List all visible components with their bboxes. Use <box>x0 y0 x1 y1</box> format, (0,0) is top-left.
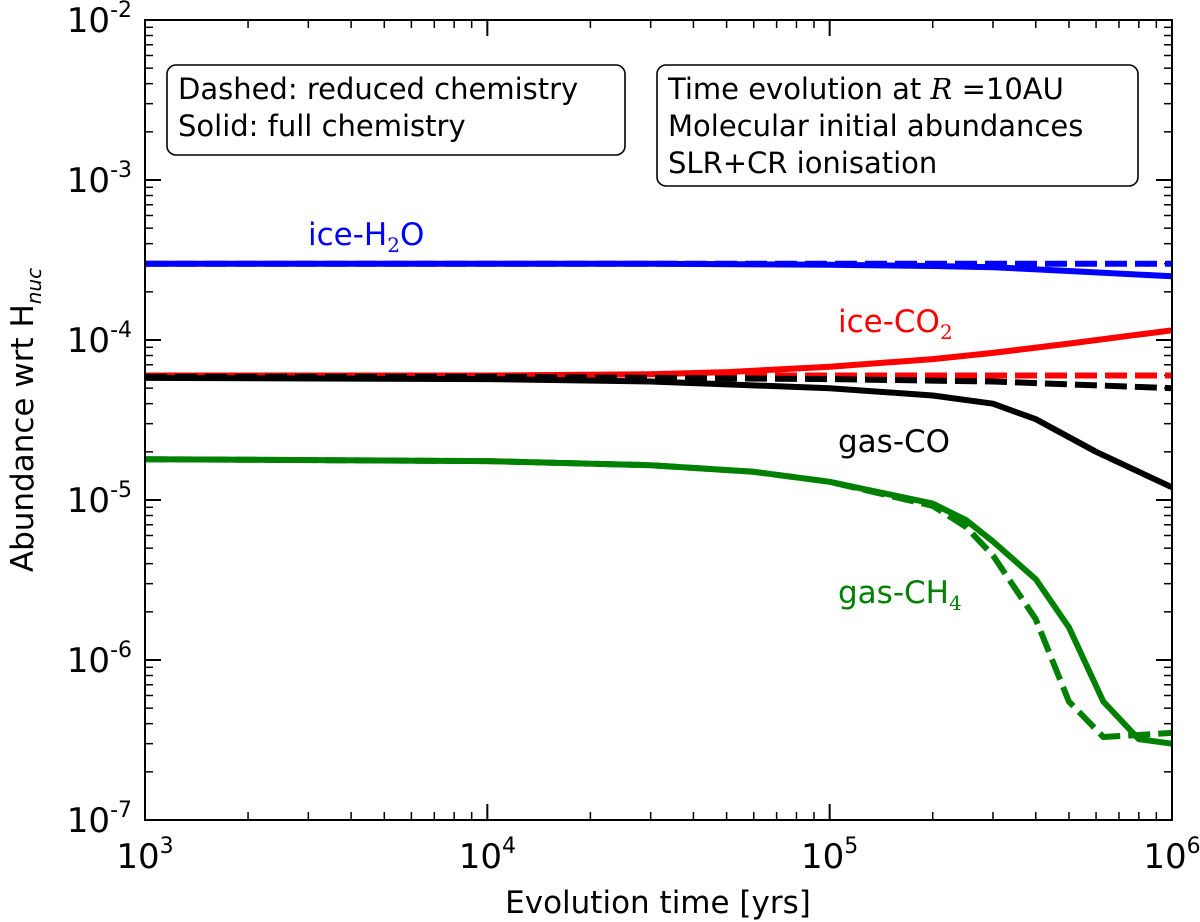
label-ice-co2-main: ice-CO <box>838 304 940 340</box>
x-tick-label: 103 <box>116 834 173 877</box>
series-line-gas-ch4-dashed <box>144 456 1173 740</box>
y-axis-label-main: Abundance wrt H <box>5 304 41 572</box>
label-gas-ch4: gas-CH4 <box>838 575 962 615</box>
label-ice-h2o-sub: 2 <box>387 233 400 257</box>
info-line-ionisation: SLR+CR ionisation <box>668 146 937 180</box>
info-line-initial: Molecular initial abundances <box>668 109 1083 143</box>
y-tick-label-base: 10 <box>67 321 110 361</box>
legend-line-solid: Solid: full chemistry <box>178 109 466 143</box>
x-tick-labels: 103 104 105 106 <box>116 834 1200 877</box>
info-line-radius-prefix: Time evolution at <box>667 72 931 106</box>
series-line-gas-ch4-solid <box>144 456 1173 747</box>
y-tick-label-base: 10 <box>67 481 110 521</box>
y-tick-label-exp: -2 <box>110 0 132 23</box>
label-ice-h2o-tail: O <box>400 217 424 253</box>
y-tick-label: 10-4 <box>67 318 132 361</box>
label-ice-h2o: ice-H2O <box>308 217 424 257</box>
label-ice-co2: ice-CO2 <box>838 304 953 344</box>
label-ice-h2o-main: ice-H <box>308 217 387 253</box>
x-axis-label: Evolution time [yrs] <box>505 885 811 921</box>
info-line-radius-suffix: =10AU <box>952 72 1063 106</box>
y-tick-label-base: 10 <box>67 641 110 681</box>
y-axis-label: Abundance wrt Hnuc <box>5 268 46 572</box>
x-tick-label-base: 10 <box>1143 837 1186 877</box>
y-tick-label-exp: -7 <box>110 798 132 823</box>
info-line-radius: Time evolution at R =10AU <box>667 72 1064 106</box>
label-gas-ch4-main: gas-CH <box>838 575 949 611</box>
x-tick-label-exp: 4 <box>502 834 516 859</box>
legend-line-dashed: Dashed: reduced chemistry <box>178 72 578 106</box>
label-gas-ch4-sub: 4 <box>949 591 962 615</box>
series-line-gas-co-dashed <box>145 373 1173 392</box>
label-ice-co2-sub: 2 <box>940 320 953 344</box>
y-tick-label-base: 10 <box>67 1 110 41</box>
x-tick-label-base: 10 <box>459 837 502 877</box>
y-tick-label: 10-7 <box>67 798 132 841</box>
info-box: Time evolution at R =10AU Molecular init… <box>656 64 1139 187</box>
y-tick-label: 10-5 <box>67 478 132 521</box>
x-tick-label-exp: 5 <box>844 834 858 859</box>
series-layer <box>144 260 1174 747</box>
plot-frame <box>144 19 1173 821</box>
y-tick-label: 10-6 <box>67 638 132 681</box>
x-tick-label: 106 <box>1143 834 1200 877</box>
y-tick-label-base: 10 <box>67 801 110 841</box>
info-line-radius-symbol: R <box>930 72 953 106</box>
legend-box: Dashed: reduced chemistry Solid: full ch… <box>166 64 626 156</box>
minor-ticks <box>145 20 1172 820</box>
x-tick-label-exp: 3 <box>160 834 174 859</box>
y-tick-label: 10-2 <box>67 0 132 41</box>
x-tick-label-base: 10 <box>801 837 844 877</box>
info-box-frame <box>656 64 1139 187</box>
y-tick-labels: 10-710-610-510-410-310-2 <box>67 0 132 841</box>
y-tick-label-base: 10 <box>67 161 110 201</box>
x-tick-label: 104 <box>459 834 516 877</box>
y-tick-label-exp: -3 <box>110 158 132 183</box>
legend-box-frame <box>166 64 626 156</box>
y-tick-label-exp: -5 <box>110 478 132 503</box>
y-tick-label-exp: -4 <box>110 318 132 343</box>
y-tick-label: 10-3 <box>67 158 132 201</box>
x-tick-label-base: 10 <box>116 837 159 877</box>
x-tick-label: 105 <box>801 834 858 877</box>
y-axis-label-sub: nuc <box>22 268 46 304</box>
series-line-gas-co-solid <box>144 374 1174 491</box>
label-gas-co: gas-CO <box>838 424 950 460</box>
y-tick-label-exp: -6 <box>110 638 132 663</box>
x-tick-label-exp: 6 <box>1187 834 1200 859</box>
